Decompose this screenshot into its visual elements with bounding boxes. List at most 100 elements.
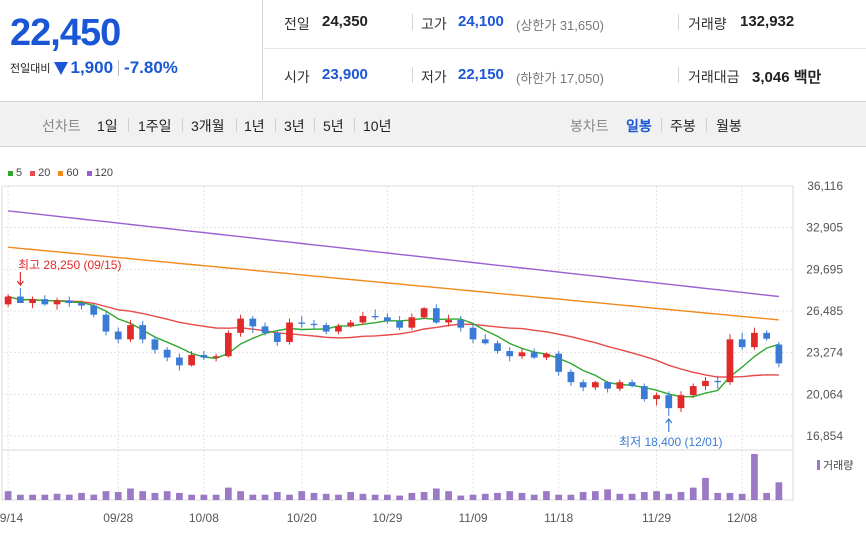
candle bbox=[335, 326, 342, 332]
volume-bar bbox=[163, 491, 171, 500]
volume-bar bbox=[78, 492, 85, 500]
volume-bar bbox=[726, 492, 734, 500]
volume-bar bbox=[29, 494, 36, 500]
low-annotation: 최저 18,400 (12/01) bbox=[619, 435, 722, 449]
y-tick-label: 23,274 bbox=[806, 346, 843, 360]
ma5-line bbox=[7, 295, 780, 398]
volume-bar bbox=[310, 492, 318, 500]
ma-legend: 5 20 60 120 bbox=[8, 167, 113, 179]
y-tick-label: 36,116 bbox=[807, 179, 843, 193]
volume-bar bbox=[628, 493, 636, 500]
candle bbox=[567, 371, 575, 383]
candle bbox=[286, 322, 293, 342]
volume-bar bbox=[212, 494, 220, 500]
candle bbox=[689, 386, 697, 396]
legend-ma60: 60 bbox=[58, 167, 79, 179]
high-label: 고가 bbox=[421, 16, 447, 32]
volume-bar bbox=[188, 494, 195, 500]
legend-swatch bbox=[58, 170, 64, 176]
candle bbox=[445, 319, 452, 323]
ma20-line bbox=[7, 295, 779, 378]
annotations: 최고 28,250 (09/15) 최저 18,400 (12/01) bbox=[16, 258, 723, 449]
legend-ma120: 120 bbox=[86, 167, 113, 179]
divider bbox=[706, 118, 707, 132]
chart-grid bbox=[1, 185, 794, 501]
high-arrow-head bbox=[16, 280, 24, 287]
volume-bar bbox=[543, 491, 550, 500]
volume-bar bbox=[738, 493, 746, 500]
y-tick-label: 29,695 bbox=[806, 262, 843, 276]
volume-bar bbox=[604, 489, 611, 500]
divider bbox=[412, 14, 413, 30]
candle bbox=[420, 308, 428, 318]
volume-bar bbox=[53, 493, 61, 500]
volume-bar bbox=[640, 492, 648, 500]
period-10y[interactable]: 10년 bbox=[363, 118, 392, 134]
candle-weekly[interactable]: 주봉 bbox=[670, 118, 696, 134]
volume-bar bbox=[616, 493, 624, 500]
change-label: 전일대비 bbox=[10, 63, 51, 75]
volume-bar bbox=[298, 491, 306, 500]
volume-bar bbox=[237, 491, 244, 500]
candle bbox=[249, 318, 257, 327]
low-arrow-head bbox=[665, 417, 673, 424]
divider bbox=[661, 118, 662, 132]
period-3y[interactable]: 3년 bbox=[284, 118, 305, 134]
open-value: 23,900 bbox=[322, 66, 368, 83]
period-1w[interactable]: 1주일 bbox=[138, 118, 172, 134]
volume-bar bbox=[249, 494, 257, 500]
candle-daily[interactable]: 일봉 bbox=[626, 118, 652, 134]
high-value: 24,100 bbox=[458, 13, 504, 30]
candle bbox=[518, 352, 526, 357]
volume-value: 132,932 bbox=[740, 13, 795, 30]
volume-bar bbox=[469, 494, 477, 500]
change-amount: 1,900 bbox=[70, 58, 114, 77]
divider bbox=[314, 118, 315, 132]
x-tick-label: 11/09 bbox=[458, 511, 487, 525]
divider bbox=[236, 118, 237, 132]
volume-bar bbox=[273, 492, 281, 500]
x-tick-label: 09/14 bbox=[0, 511, 23, 525]
candle bbox=[432, 308, 440, 323]
candle bbox=[665, 395, 673, 409]
trade-amount-label: 거래대금 bbox=[688, 69, 740, 85]
moving-averages bbox=[7, 210, 780, 398]
volume-bar bbox=[518, 492, 526, 500]
volume-bar bbox=[432, 488, 440, 500]
period-1d[interactable]: 1일 bbox=[97, 118, 118, 134]
volume-bar bbox=[90, 494, 98, 500]
volume-bar bbox=[702, 477, 709, 500]
volume-bar bbox=[494, 492, 501, 500]
candle bbox=[41, 299, 49, 305]
volume-bar bbox=[506, 491, 514, 500]
candle bbox=[29, 299, 36, 304]
volume-bar bbox=[322, 493, 330, 500]
volume-bar bbox=[763, 492, 771, 500]
volume-bar bbox=[555, 494, 563, 500]
candle-monthly[interactable]: 월봉 bbox=[716, 118, 742, 134]
volume-bar bbox=[481, 493, 489, 500]
candle bbox=[396, 321, 403, 328]
volume-bar bbox=[445, 491, 452, 500]
candle bbox=[212, 356, 220, 358]
divider bbox=[182, 118, 183, 132]
volume-bar bbox=[4, 491, 12, 500]
candle bbox=[102, 314, 110, 332]
period-5y[interactable]: 5년 bbox=[323, 118, 344, 134]
candle bbox=[653, 395, 660, 400]
volume-bar bbox=[16, 494, 24, 500]
upper-limit: (상한가 31,650) bbox=[516, 18, 604, 33]
period-3m[interactable]: 3개월 bbox=[191, 118, 225, 134]
candle bbox=[151, 339, 159, 350]
volume-bar bbox=[65, 494, 73, 500]
candle bbox=[90, 305, 98, 315]
candle bbox=[200, 354, 208, 358]
divider bbox=[412, 67, 413, 83]
legend-ma20: 20 bbox=[30, 167, 50, 179]
change-percent: -7.80% bbox=[124, 58, 178, 77]
volume-bar bbox=[457, 495, 465, 500]
candle bbox=[16, 296, 24, 304]
candle bbox=[775, 344, 783, 364]
divider bbox=[275, 118, 276, 132]
period-1y[interactable]: 1년 bbox=[244, 118, 265, 134]
